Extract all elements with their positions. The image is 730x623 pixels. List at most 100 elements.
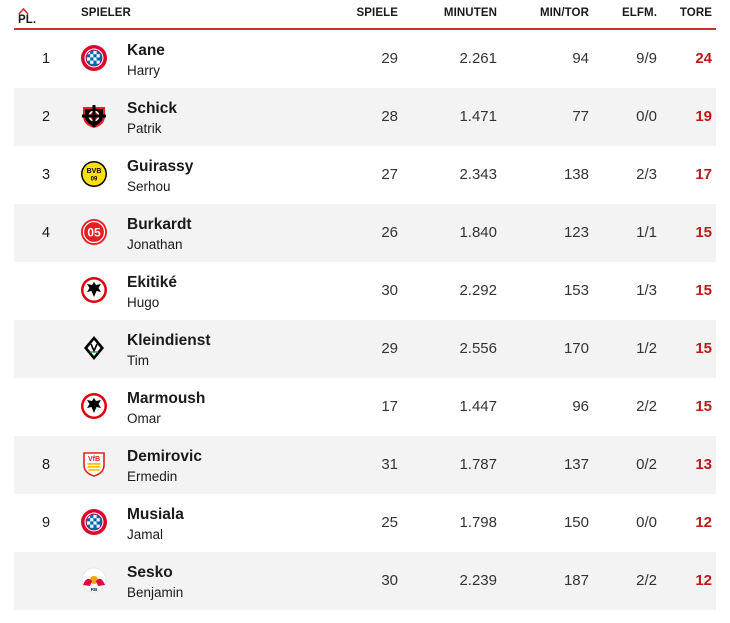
- player-lastname: Kane: [127, 42, 165, 59]
- rank: 1: [41, 51, 51, 67]
- player-firstname: Jonathan: [127, 237, 183, 252]
- player-name[interactable]: Kleindienst Tim: [127, 331, 211, 370]
- eintracht-frankfurt-logo-icon: [80, 276, 108, 304]
- spiele-value: 31: [381, 456, 398, 473]
- gladbach-logo-icon: [80, 334, 108, 362]
- table-row[interactable]: 9 Musiala Jamal 25 1.798 150 0/0 12: [14, 494, 716, 552]
- min-tor-value: 153: [563, 282, 589, 299]
- player-name[interactable]: Schick Patrik: [127, 99, 177, 138]
- fc-bayern-logo-icon: [80, 508, 108, 536]
- column-header-minuten[interactable]: MINUTEN: [443, 7, 497, 19]
- elfm-value: 9/9: [636, 50, 657, 67]
- player-lastname: Sesko: [127, 564, 173, 581]
- column-header-pl[interactable]: PL.: [18, 6, 36, 26]
- scorer-table: PL. SPIELER SPIELE MINUTEN MIN/TOR ELFM.…: [14, 0, 716, 610]
- bvb-logo-icon: BVB 09: [80, 160, 108, 188]
- tore-value: 19: [695, 108, 712, 125]
- vfb-stuttgart-logo-icon: VfB: [80, 450, 108, 478]
- table-row[interactable]: 1 Kane Harry 29 2.261 94 9/9 24: [14, 30, 716, 88]
- column-header-spiele[interactable]: SPIELE: [356, 7, 398, 19]
- player-name[interactable]: Marmoush Omar: [127, 389, 205, 428]
- elfm-value: 1/1: [636, 224, 657, 241]
- sort-chevron-up-icon: [18, 6, 29, 15]
- player-name[interactable]: Musiala Jamal: [127, 505, 184, 544]
- table-row[interactable]: 8 VfB Demirovic Ermedin 31 1.787 137 0/2…: [14, 436, 716, 494]
- player-lastname: Musiala: [127, 506, 184, 523]
- player-firstname: Omar: [127, 411, 161, 426]
- table-row[interactable]: Marmoush Omar 17 1.447 96 2/2 15: [14, 378, 716, 436]
- minuten-value: 2.292: [459, 282, 497, 299]
- tore-value: 13: [695, 456, 712, 473]
- spiele-value: 30: [381, 282, 398, 299]
- elfm-value: 2/3: [636, 166, 657, 183]
- svg-text:09: 09: [91, 177, 98, 183]
- column-header-tore[interactable]: TORE: [679, 7, 712, 19]
- player-firstname: Harry: [127, 63, 160, 78]
- tore-value: 15: [695, 282, 712, 299]
- eintracht-frankfurt-logo-icon: [80, 392, 108, 420]
- player-firstname: Benjamin: [127, 585, 184, 600]
- svg-text:BVB: BVB: [87, 168, 102, 175]
- minuten-value: 1.840: [459, 224, 497, 241]
- spiele-value: 28: [381, 108, 398, 125]
- player-lastname: Burkardt: [127, 216, 192, 233]
- elfm-value: 1/2: [636, 340, 657, 357]
- player-firstname: Patrik: [127, 121, 162, 136]
- player-name[interactable]: Sesko Benjamin: [127, 563, 183, 602]
- elfm-value: 1/3: [636, 282, 657, 299]
- svg-text:RB: RB: [91, 587, 98, 592]
- table-row[interactable]: 4 05 Burkardt Jonathan 26 1.840 123 1/1 …: [14, 204, 716, 262]
- minuten-value: 1.471: [459, 108, 497, 125]
- player-name[interactable]: Guirassy Serhou: [127, 157, 193, 196]
- player-firstname: Jamal: [127, 527, 164, 542]
- spiele-value: 29: [381, 50, 398, 67]
- player-lastname: Guirassy: [127, 158, 194, 175]
- rank: 3: [41, 167, 51, 183]
- min-tor-value: 96: [572, 398, 589, 415]
- column-header-min-tor[interactable]: MIN/TOR: [539, 7, 589, 19]
- minuten-value: 1.798: [459, 514, 497, 531]
- tore-value: 15: [695, 224, 712, 241]
- player-firstname: Hugo: [127, 295, 160, 310]
- table-row[interactable]: RB Sesko Benjamin 30 2.239 187 2/2 12: [14, 552, 716, 610]
- table-row[interactable]: 2 Schick Patrik 28 1.471 77 0/0 19: [14, 88, 716, 146]
- elfm-value: 0/2: [636, 456, 657, 473]
- table-header: PL. SPIELER SPIELE MINUTEN MIN/TOR ELFM.…: [14, 0, 716, 30]
- min-tor-value: 138: [563, 166, 589, 183]
- player-lastname: Marmoush: [127, 390, 206, 407]
- min-tor-value: 123: [563, 224, 589, 241]
- player-name[interactable]: Demirovic Ermedin: [127, 447, 202, 486]
- tore-value: 15: [695, 398, 712, 415]
- elfm-value: 0/0: [636, 514, 657, 531]
- player-lastname: Demirovic: [127, 448, 202, 465]
- mainz-05-logo-icon: 05: [80, 218, 108, 246]
- player-name[interactable]: Kane Harry: [127, 41, 165, 80]
- fc-bayern-logo-icon: [80, 44, 108, 72]
- rank: 9: [41, 515, 51, 531]
- player-lastname: Ekitiké: [127, 274, 177, 291]
- column-header-pl-label: PL.: [18, 14, 37, 26]
- table-row[interactable]: 3 BVB 09 Guirassy Serhou 27 2.343 138 2/3…: [14, 146, 716, 204]
- minuten-value: 2.239: [459, 572, 497, 589]
- min-tor-value: 187: [563, 572, 589, 589]
- min-tor-value: 94: [572, 50, 589, 67]
- player-name[interactable]: Burkardt Jonathan: [127, 215, 192, 254]
- player-firstname: Ermedin: [127, 469, 178, 484]
- minuten-value: 2.343: [459, 166, 497, 183]
- min-tor-value: 150: [563, 514, 589, 531]
- svg-text:VfB: VfB: [88, 456, 100, 463]
- table-row[interactable]: Ekitiké Hugo 30 2.292 153 1/3 15: [14, 262, 716, 320]
- rank: 8: [41, 457, 51, 473]
- column-header-spieler[interactable]: SPIELER: [81, 7, 131, 19]
- column-header-elfm[interactable]: ELFM.: [622, 7, 657, 19]
- minuten-value: 2.261: [459, 50, 497, 67]
- player-name[interactable]: Ekitiké Hugo: [127, 273, 177, 312]
- table-row[interactable]: Kleindienst Tim 29 2.556 170 1/2 15: [14, 320, 716, 378]
- minuten-value: 2.556: [459, 340, 497, 357]
- tore-value: 17: [695, 166, 712, 183]
- min-tor-value: 77: [572, 108, 589, 125]
- player-firstname: Serhou: [127, 179, 171, 194]
- spiele-value: 29: [381, 340, 398, 357]
- spiele-value: 17: [381, 398, 398, 415]
- elfm-value: 2/2: [636, 572, 657, 589]
